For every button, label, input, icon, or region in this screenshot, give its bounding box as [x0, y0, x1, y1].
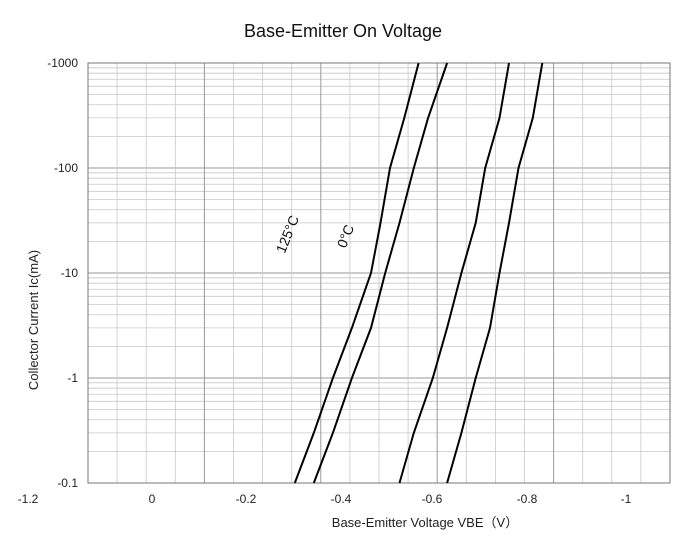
x-tick-label: -1 — [621, 492, 632, 506]
y-axis-label: Collector Current Ic(mA) — [26, 250, 41, 390]
x-tick-label: -1.2 — [18, 492, 39, 506]
x-axis-label: Base-Emitter Voltage VBE（V） — [332, 515, 518, 530]
series-line-0 — [293, 62, 420, 484]
y-tick-labels: -1000 -100 -10 -1 -0.1 — [47, 56, 78, 490]
grid — [87, 62, 671, 484]
x-tick-label: -0.6 — [422, 492, 443, 506]
series-line-2 — [398, 62, 510, 484]
plot-frame — [87, 62, 671, 484]
series-label: 0°C — [334, 222, 358, 250]
chart-title: Base-Emitter On Voltage — [244, 21, 442, 41]
x-tick-labels: -1.2 0 -0.2 -0.4 -0.6 -0.8 -1 — [18, 492, 632, 506]
x-tick-label: -0.4 — [331, 492, 352, 506]
y-tick-label: -1000 — [47, 56, 78, 70]
y-tick-label: -1 — [67, 371, 78, 385]
series-line-3 — [446, 62, 544, 484]
series-line-1 — [312, 62, 449, 484]
curves — [293, 62, 544, 484]
curve-labels: 125°C 0°C — [273, 213, 358, 255]
y-tick-label: -0.1 — [57, 476, 78, 490]
y-tick-label: -10 — [61, 266, 79, 280]
x-tick-label: -0.8 — [517, 492, 538, 506]
y-tick-label: -100 — [54, 161, 78, 175]
x-tick-label: 0 — [149, 492, 156, 506]
x-tick-label: -0.2 — [236, 492, 257, 506]
series-label: 125°C — [273, 213, 302, 255]
